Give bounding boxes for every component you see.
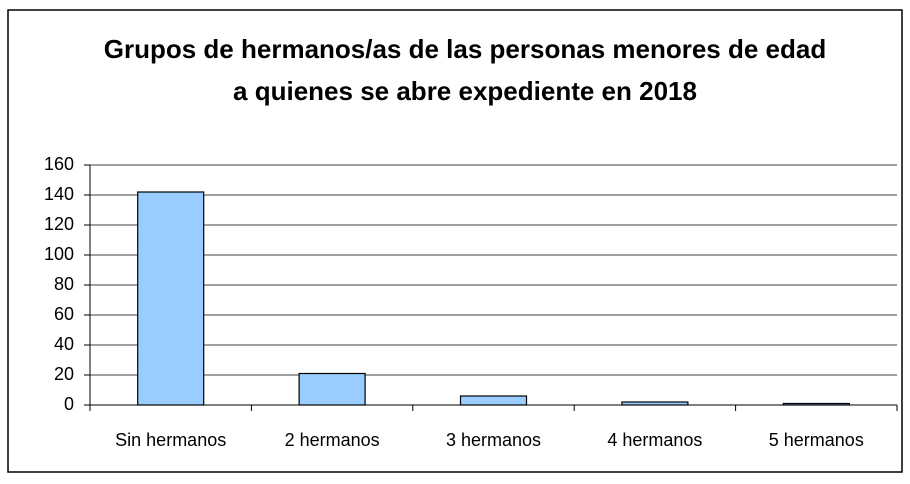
y-tick-label: 160 <box>44 154 74 174</box>
y-tick-label: 100 <box>44 244 74 264</box>
y-tick-label: 40 <box>54 334 74 354</box>
x-tick-label: 5 hermanos <box>769 430 864 450</box>
bar <box>137 191 205 406</box>
x-tick-label: 2 hermanos <box>285 430 380 450</box>
y-tick-label: 120 <box>44 214 74 234</box>
chart-title: Grupos de hermanos/as de las personas me… <box>103 34 827 106</box>
y-tick-label: 140 <box>44 184 74 204</box>
bar <box>459 395 528 406</box>
x-tick-label: 3 hermanos <box>446 430 541 450</box>
y-tick-label: 60 <box>54 304 74 324</box>
bar <box>621 401 689 406</box>
y-tick-label: 0 <box>64 394 74 414</box>
y-tick-label: 20 <box>54 364 74 384</box>
bar <box>298 372 366 406</box>
bar <box>782 402 850 406</box>
x-tick-label: 4 hermanos <box>607 430 702 450</box>
y-tick-label: 80 <box>54 274 74 294</box>
x-tick-label: Sin hermanos <box>115 430 226 450</box>
